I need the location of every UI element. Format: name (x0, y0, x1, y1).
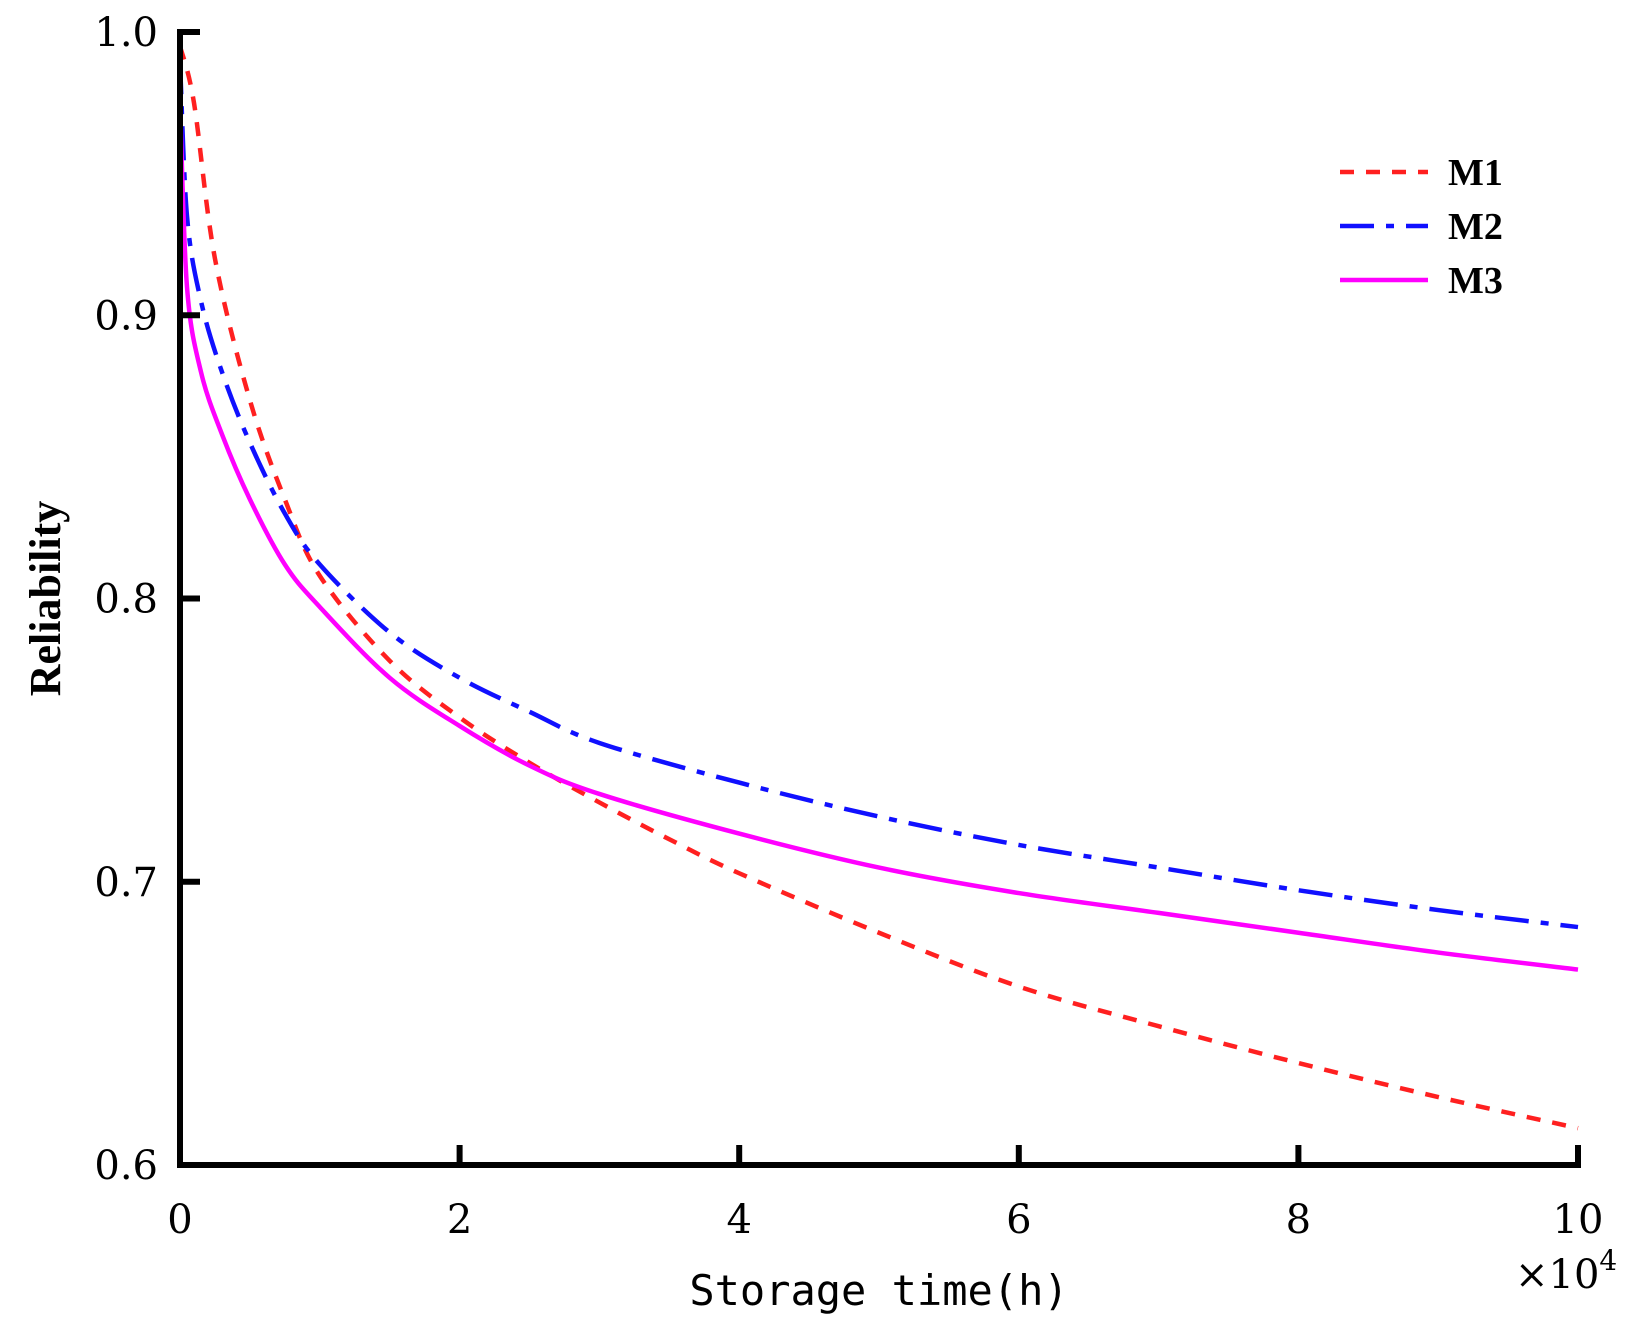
x-axis-multiplier-exponent: 4 (1599, 1244, 1617, 1277)
x-tick-label: 10 (1553, 1197, 1604, 1243)
x-tick-label: 2 (447, 1197, 472, 1243)
y-tick-label: 0.8 (94, 577, 158, 623)
series-line-m2 (177, 60, 1579, 930)
x-tick-label: 4 (726, 1197, 751, 1243)
x-tick-label: 8 (1286, 1197, 1311, 1243)
x-tick-label: 0 (167, 1197, 192, 1243)
legend-label-m3: M3 (1448, 260, 1503, 302)
axes-layer (177, 29, 1581, 1168)
legend-label-m1: M1 (1448, 152, 1503, 194)
series-line-m3 (177, 102, 1579, 972)
y-tick-label: 1.0 (94, 10, 158, 56)
series-layer (177, 45, 1579, 1131)
x-axis-multiplier: ×104 (1515, 1244, 1617, 1298)
legend: M1 M2 M3 (1340, 152, 1503, 302)
x-axis-title: Storage time(h) (689, 1266, 1068, 1315)
y-axis-title: Reliability (21, 501, 70, 697)
legend-label-m2: M2 (1448, 206, 1503, 248)
x-axis-multiplier-base: ×10 (1515, 1252, 1599, 1298)
y-tick-label: 0.6 (94, 1143, 158, 1189)
x-tick-label: 6 (1006, 1197, 1031, 1243)
y-tick-label: 0.9 (94, 293, 158, 339)
y-tick-label: 0.7 (94, 860, 158, 906)
ticks-layer: 0.6 0.7 0.8 0.9 1.0 0 2 4 6 8 10 (94, 10, 1603, 1243)
series-line-m1 (177, 45, 1579, 1131)
